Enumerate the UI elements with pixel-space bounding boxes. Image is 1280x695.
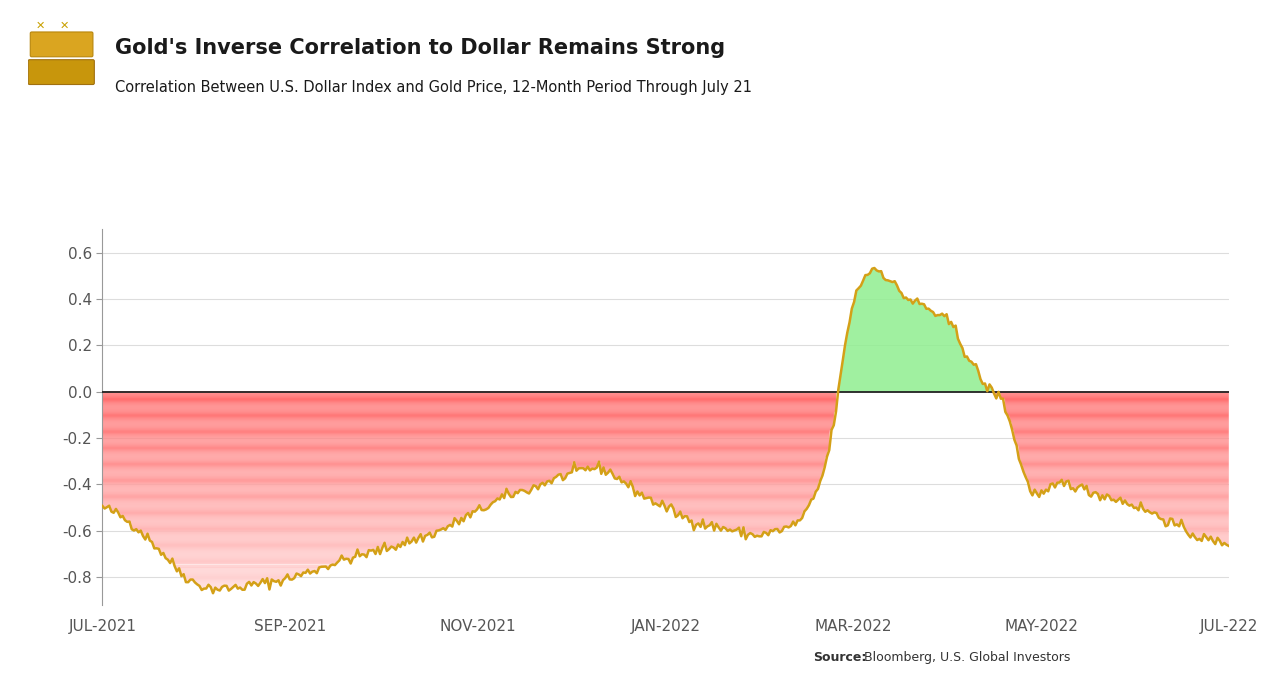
Text: Gold's Inverse Correlation to Dollar Remains Strong: Gold's Inverse Correlation to Dollar Rem… bbox=[115, 38, 726, 58]
FancyBboxPatch shape bbox=[31, 32, 93, 57]
Text: ✕: ✕ bbox=[60, 20, 69, 31]
FancyBboxPatch shape bbox=[28, 60, 95, 85]
Text: Correlation Between U.S. Dollar Index and Gold Price, 12-Month Period Through Ju: Correlation Between U.S. Dollar Index an… bbox=[115, 80, 753, 95]
Text: Bloomberg, U.S. Global Investors: Bloomberg, U.S. Global Investors bbox=[860, 651, 1070, 664]
Text: ✕: ✕ bbox=[35, 20, 45, 31]
Text: Source:: Source: bbox=[813, 651, 867, 664]
